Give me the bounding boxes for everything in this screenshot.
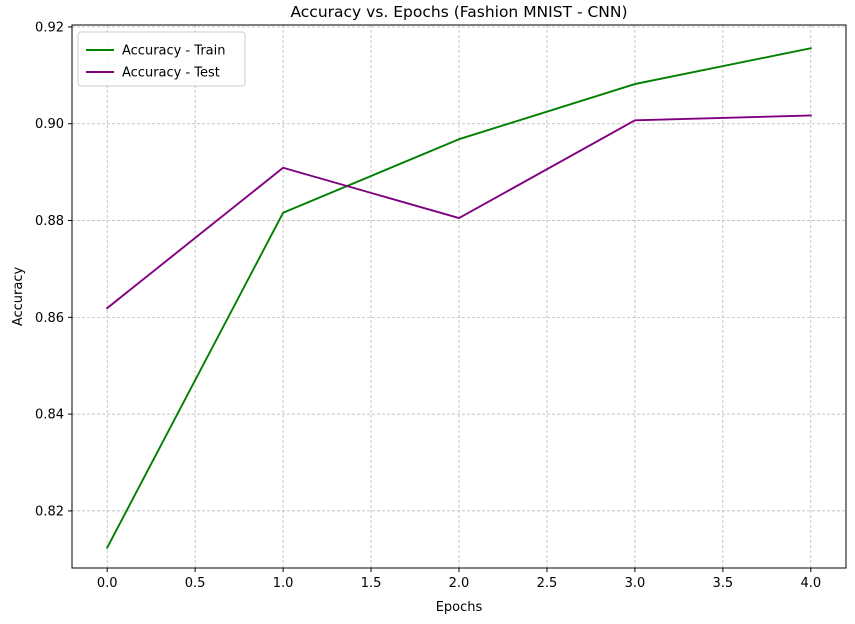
series-line-test bbox=[105, 114, 812, 310]
y-tick-label: 0.84 bbox=[35, 408, 64, 423]
y-tick-label: 0.82 bbox=[35, 504, 64, 519]
y-tick-label: 0.86 bbox=[35, 311, 64, 326]
x-tick-label: 1.5 bbox=[361, 576, 382, 591]
x-tick-label: 0.0 bbox=[97, 576, 118, 591]
x-axis: 0.0 0.5 1.0 1.5 2.0 2.5 3.0 3.5 4.0 bbox=[97, 568, 821, 591]
legend-entry-label: Accuracy - Train bbox=[122, 44, 226, 59]
legend-box bbox=[77, 31, 246, 87]
x-tick-label: 1.0 bbox=[273, 576, 294, 591]
y-tick-label: 0.88 bbox=[35, 214, 64, 229]
x-tick-label: 2.0 bbox=[449, 576, 470, 591]
y-axis-label: Accuracy bbox=[11, 267, 26, 327]
x-tick-label: 4.0 bbox=[800, 576, 821, 591]
y-axis: 0.82 0.84 0.86 0.88 0.90 0.92 bbox=[35, 20, 72, 519]
series-line-train bbox=[105, 47, 812, 549]
x-tick-label: 2.5 bbox=[537, 576, 558, 591]
y-tick-label: 0.92 bbox=[35, 20, 64, 35]
y-tick-label: 0.90 bbox=[35, 117, 64, 132]
grid bbox=[72, 25, 846, 568]
legend-entry-label: Accuracy - Test bbox=[122, 66, 220, 81]
x-tick-label: 3.5 bbox=[713, 576, 734, 591]
x-tick-label: 3.0 bbox=[625, 576, 646, 591]
x-tick-label: 0.5 bbox=[185, 576, 206, 591]
legend: Accuracy - Train Accuracy - Test bbox=[77, 31, 246, 87]
chart-title: Accuracy vs. Epochs (Fashion MNIST - CNN… bbox=[290, 3, 627, 21]
x-axis-label: Epochs bbox=[436, 600, 483, 615]
series-layer bbox=[105, 47, 812, 549]
